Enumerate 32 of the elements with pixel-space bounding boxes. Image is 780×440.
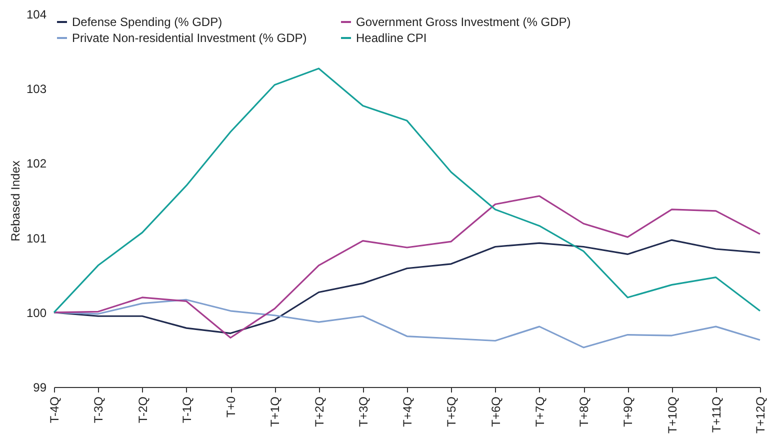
x-tick-label: T+12Q [754, 396, 768, 434]
x-tick-label: T+3Q [356, 396, 370, 427]
x-tick-label: T-4Q [48, 396, 62, 424]
legend-label: Defense Spending (% GDP) [72, 15, 222, 29]
x-tick-label: T+6Q [488, 396, 503, 427]
x-tick-label: T-2Q [136, 396, 150, 424]
x-tick-label: T+10Q [665, 396, 680, 434]
x-tick-label: T-1Q [180, 396, 194, 424]
y-tick-label: 103 [26, 82, 47, 96]
y-axis-title: Rebased Index [8, 160, 22, 242]
legend-label: Headline CPI [356, 31, 427, 45]
x-tick-label: T+11Q [709, 396, 724, 433]
y-tick-label: 102 [26, 156, 47, 171]
line-series [53, 298, 761, 348]
y-tick-label: 99 [33, 380, 47, 394]
y-tick-label: 104 [26, 8, 47, 22]
y-tick-label: 101 [26, 231, 47, 246]
line-series [53, 195, 761, 339]
x-tick-label: T+2Q [312, 396, 326, 427]
x-tick-label: T+0 [224, 396, 238, 418]
line-series [53, 68, 761, 314]
x-tick-label: T+1Q [268, 396, 282, 427]
y-tick-label: 100 [26, 306, 47, 320]
x-tick-label: T+8Q [577, 396, 591, 427]
legend-label: Government Gross Investment (% GDP) [356, 15, 571, 29]
x-tick-label: T+5Q [444, 396, 459, 427]
legend-label: Private Non-residential Investment (% GDP) [72, 31, 307, 45]
x-tick-label: T-3Q [92, 396, 106, 424]
x-tick-label: T+7Q [532, 396, 547, 427]
line-series [53, 239, 761, 334]
x-tick-label: T+4Q [400, 396, 414, 427]
x-tick-label: T+9Q [621, 396, 636, 427]
